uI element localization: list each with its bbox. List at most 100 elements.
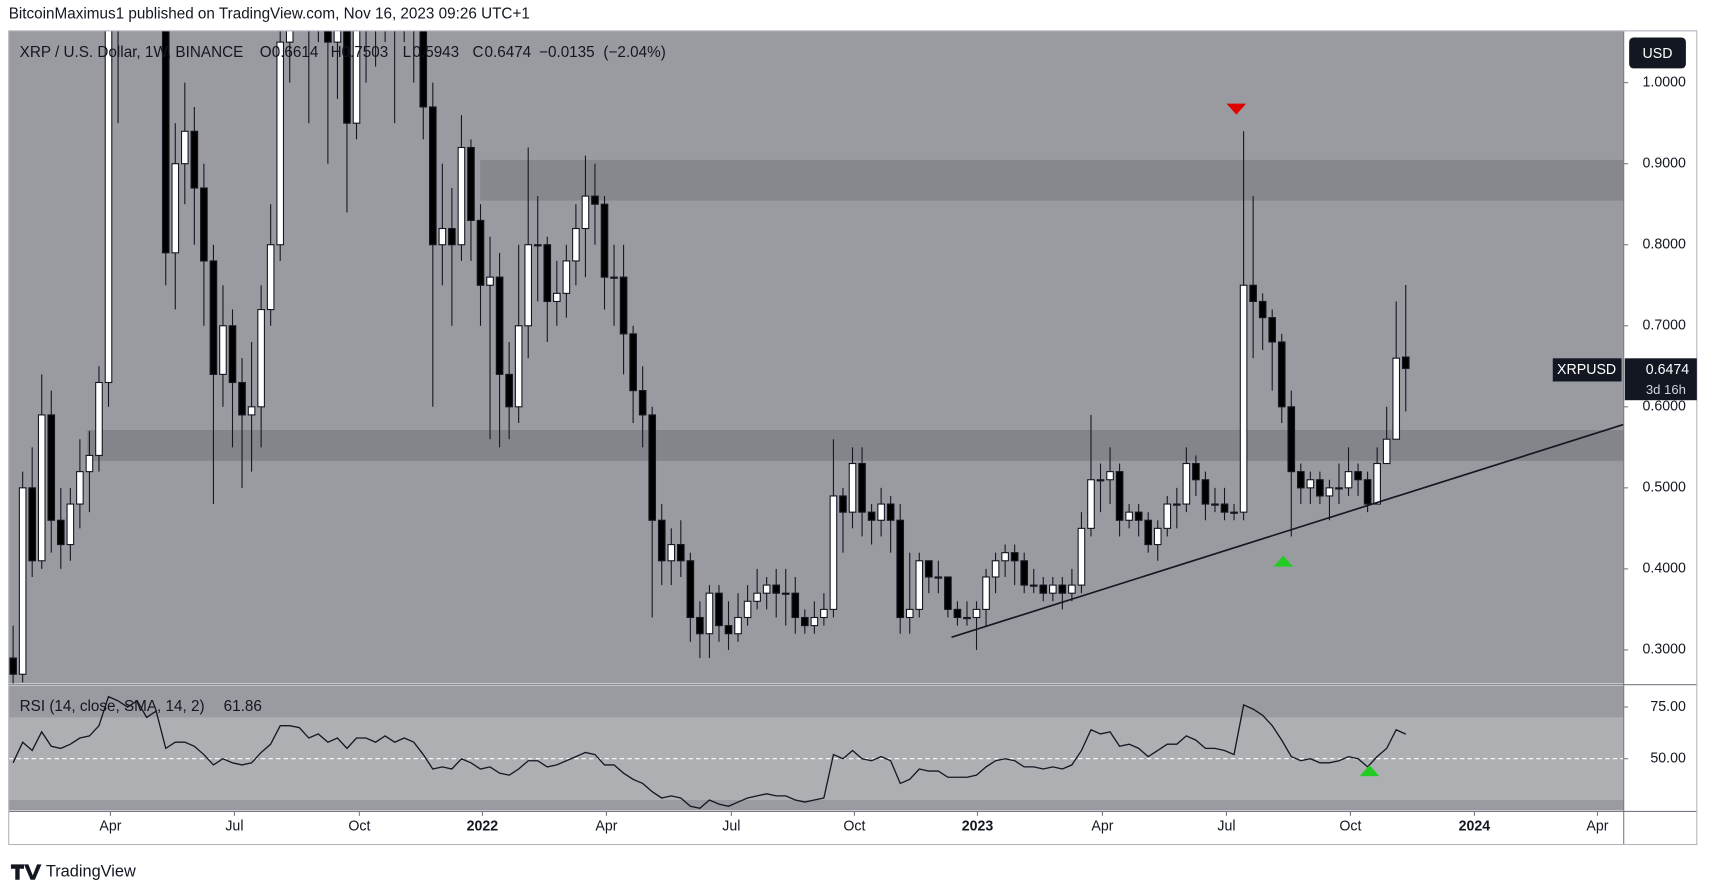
candle-body [905,608,914,619]
candle-body [858,462,866,513]
candle-body [1382,438,1391,465]
candle-body [753,592,761,602]
candle-body [533,244,542,247]
price-plot [9,30,1410,684]
candle-body [1335,487,1343,490]
candle-body [1392,357,1401,440]
candle-body [448,227,456,246]
y-tick-label: 0.9000 [1643,155,1686,171]
candle-body [657,519,666,562]
candle-body [667,544,676,562]
x-tick-label: Oct [843,819,865,835]
candle-body [247,406,256,416]
candle-body [457,146,466,246]
candle-body [514,325,523,408]
candle-body [915,560,924,610]
candle-body [200,187,208,262]
symbol-tag [1552,358,1622,382]
candle-body [839,495,847,513]
candle-body [591,195,599,205]
candle-body [572,227,580,262]
candle-body [762,584,771,594]
candle-body [1287,406,1296,473]
candle-body [676,544,685,562]
candle-body [285,30,294,43]
y-tick-label: 1.0000 [1643,74,1686,90]
candle-body [476,219,485,286]
candle-body [810,616,819,627]
candle-body [1001,552,1009,562]
candle-body [1182,462,1191,505]
candle-body [180,130,189,165]
candle-body [1306,479,1315,489]
symbol-title: XRP / U.S. Dollar, 1W, BINANCE [20,44,244,61]
x-tick-label: Jul [722,819,740,835]
candle-body [705,592,714,635]
candle-body [95,381,103,456]
candle-body [524,244,533,327]
candle-body [343,30,351,124]
x-tick-label: Apr [99,819,121,835]
x-tick-label: 2024 [1459,819,1491,835]
candle-body [228,325,237,384]
candle-body [724,625,733,635]
bullish-marker [1273,555,1294,567]
currency-label: USD [1643,46,1673,62]
y-tick-label: 0.6000 [1643,399,1686,415]
x-tick-label: Oct [1339,819,1361,835]
candle-body [543,244,552,303]
candle-body [18,487,27,675]
candle-body [428,106,437,246]
candle-body [734,616,742,635]
rsi-pane [8,685,1624,811]
candle-body [925,560,933,578]
candle-body [1277,341,1286,408]
price-pane [8,30,1624,684]
candle-body [867,511,876,521]
price-tag-value: 0.6474 [1646,362,1689,378]
candle-body [66,503,75,546]
candle-body [1173,503,1181,506]
chart-frame [8,30,1698,846]
candle-body [972,608,981,619]
candle-body [1106,471,1114,481]
candle-body [619,276,628,335]
close-value: 0.6474 [484,44,531,61]
currency-button[interactable] [1629,37,1686,69]
high-value: 0.7503 [342,44,389,61]
candle-body [438,227,447,246]
candle-body [276,41,285,246]
candle-body [1249,284,1257,303]
candle-body [238,381,246,416]
candle-body [1258,300,1267,319]
candle-body [495,276,504,375]
candle-body [104,30,113,384]
candle-body [552,292,561,303]
open-label: O [260,44,272,61]
candle-body [1230,511,1238,514]
candle-body [171,163,180,254]
candle-body [1268,317,1277,343]
candle-body [1239,284,1248,513]
low-label: L [403,44,412,61]
rsi-line [12,695,1407,809]
candle-body [56,519,65,546]
publisher-line: BitcoinMaximus1 published on TradingView… [9,5,530,22]
support-zone [87,429,1624,461]
candle-body [324,30,332,43]
candle-body [28,487,37,562]
candle-body [467,146,475,221]
rsi-title: RSI (14, close, SMA, 14, 2) [20,698,205,715]
candle-body [848,462,857,513]
x-tick-label: Apr [1586,819,1608,835]
candle-body [47,414,56,521]
y-tick-label: 0.5000 [1643,480,1686,496]
low-value: 0.5943 [412,44,459,61]
candle-body [1020,560,1029,586]
candle-body [1297,471,1305,489]
rsi-plot [8,695,1624,809]
candle-body [76,471,84,505]
ohlc-legend: O 0.6614 H 0.7503 L 0.5943 C 0.6474 −0.0… [260,44,666,61]
